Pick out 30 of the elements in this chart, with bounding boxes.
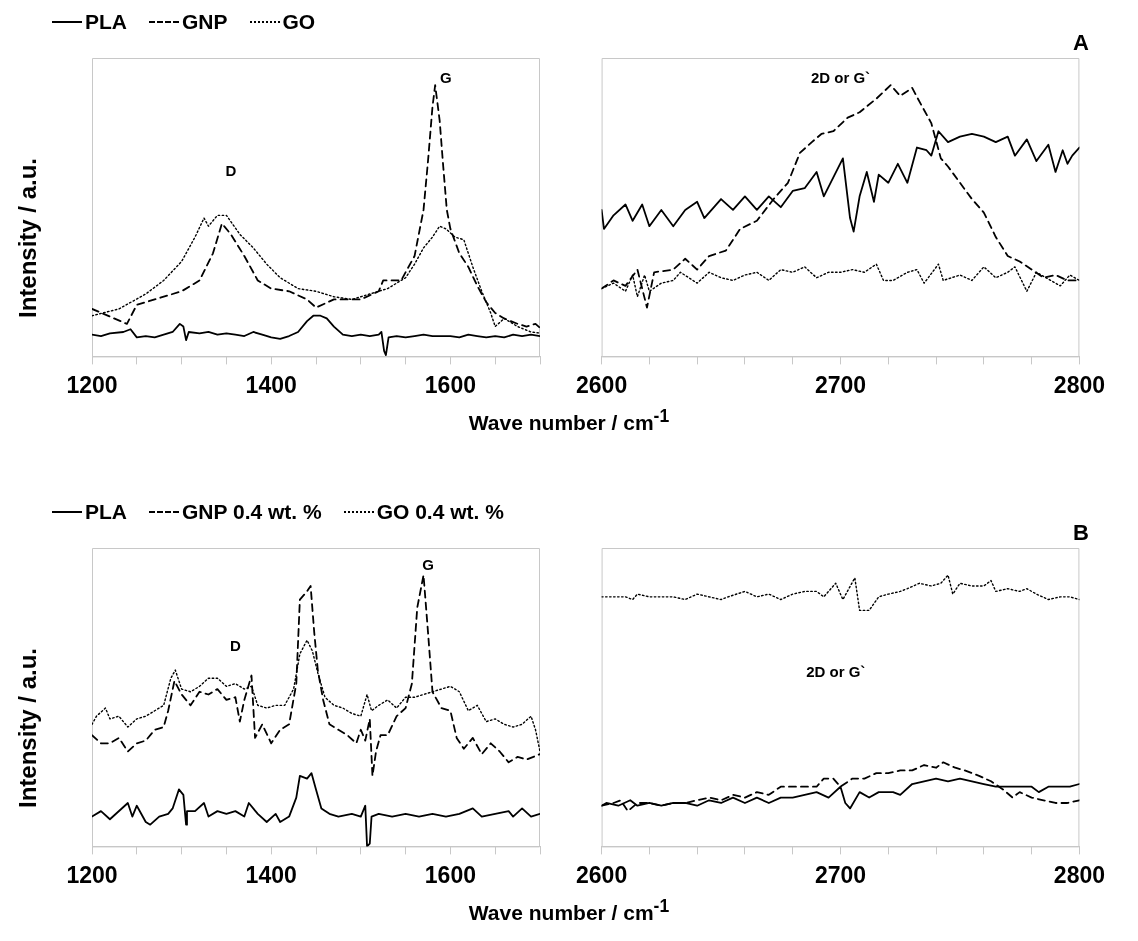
x-axis-title: Wave number / cm$^{-1}$ [467, 896, 671, 925]
text: A [1073, 30, 1089, 56]
y-axis-title: Intensity / a.u. [14, 157, 42, 319]
x-axis-title: Wave number / cm$^{-1}$ [467, 406, 671, 435]
x-tick-label: 2700 [814, 371, 867, 398]
x-tick-label: 2600 [576, 861, 628, 888]
x-tick-label: 2800 [1053, 371, 1105, 398]
x-tick-label: 1200 [66, 371, 118, 398]
annotation: D [229, 636, 241, 654]
annotation: G [440, 69, 452, 87]
annotation: 2D or G` [810, 69, 871, 87]
legend-label: GNP 0.4 wt. % [182, 500, 322, 524]
legend-label: GNP [182, 10, 228, 34]
legend-label: PLA [85, 500, 127, 524]
x-tick-label: 1400 [245, 861, 297, 888]
x-tick-label: 2600 [576, 371, 628, 398]
legend-label: GO 0.4 wt. % [376, 500, 504, 524]
annotation: 2D or G` [806, 663, 866, 681]
x-tick-label: 1400 [245, 371, 297, 398]
legend-label: GO [282, 10, 316, 34]
x-tick-label: 2700 [814, 861, 867, 888]
annotation: D [225, 161, 237, 179]
y-axis-title: Intensity / a.u. [14, 647, 42, 809]
text: G [422, 556, 434, 574]
x-tick-label: 1600 [424, 861, 476, 888]
legend-label: PLA [85, 10, 127, 34]
x-tick-label: 1200 [66, 861, 118, 888]
x-tick-label: 1600 [424, 371, 476, 398]
x-tick-label: 2800 [1053, 861, 1105, 888]
text: B [1073, 520, 1089, 546]
